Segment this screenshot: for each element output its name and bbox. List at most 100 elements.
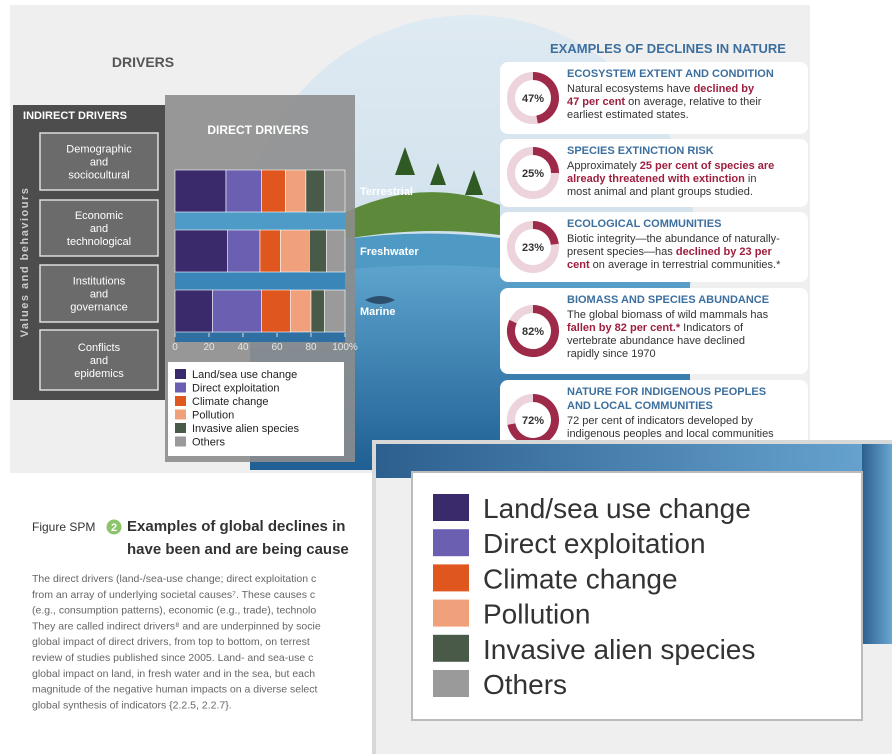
decline-emphasis: declined by [694,83,755,95]
river-band [175,212,345,230]
decline-text-part: present species—has [567,246,676,258]
legend-label: Invasive alien species [192,423,300,435]
indirect-driver-label: sociocultural [68,170,129,182]
caption-body: review of studies published since 2005. … [32,652,313,664]
zoom-legend-swatch [433,494,469,521]
legend-label: Direct exploitation [192,383,279,395]
caption-title: have been and are being cause [127,541,349,558]
decline-title: AND LOCAL COMMUNITIES [567,400,713,412]
caption-label: Figure SPM [32,520,95,534]
caption-body: (e.g., consumption patterns), economic (… [32,605,316,617]
decline-text: rapidly since 1970 [567,348,656,360]
category-label: Terrestrial [360,186,413,198]
donut-label: 47% [522,93,544,105]
caption-body: They are called indirect drivers⁸ and ar… [32,620,321,632]
bar-segment [311,290,325,332]
decline-emphasis: 47 per cent [567,96,625,108]
bar-segment [306,170,325,212]
decline-text: earliest estimated states. [567,109,689,121]
bar-segment [226,170,262,212]
decline-text-part: indigenous peoples and local communities [567,428,774,440]
indirect-driver-label: Conflicts [78,342,121,354]
indirect-driver-label: and [90,157,108,169]
legend-swatch [175,410,186,420]
decline-text: already threatened with extinction in [567,173,757,185]
decline-text-part: in [745,173,757,185]
decline-text-part: Biotic integrity—the abundance of natura… [567,233,780,245]
zoom-legend-swatch [433,670,469,697]
zoom-legend-label: Others [483,669,567,700]
bar-segment [309,230,326,272]
river-band [175,272,345,290]
indirect-driver-label: and [90,223,108,235]
donut-label: 23% [522,242,544,254]
legend-label: Pollution [192,410,234,422]
screenshot: DRIVERS INDIRECT DRIVERS Values and beha… [0,0,892,754]
decline-text-part: rapidly since 1970 [567,348,656,360]
zoom-legend-label: Climate change [483,563,678,594]
bar-segment [262,170,286,212]
caption-body: The direct drivers (land-/sea-use change… [32,573,316,585]
zoom-legend-swatch [433,529,469,556]
legend-swatch [175,437,186,447]
donut-label: 25% [522,168,544,180]
x-tick-label: 40 [237,342,249,353]
caption-body: global synthesis of indicators {2.2.5, 2… [32,699,232,711]
decline-text-part: vertebrate abundance have declined [567,335,745,347]
decline-text-part: Natural ecosystems have [567,83,694,95]
decline-text: Approximately 25 per cent of species are [567,160,774,172]
side-label: Values and behaviours [19,187,31,338]
indirect-driver-label: technological [67,236,131,248]
legend-label: Others [192,437,226,449]
decline-text: 72 per cent of indicators developed by [567,415,753,427]
decline-text: 47 per cent on average, relative to thei… [567,96,762,108]
decline-text: Natural ecosystems have declined by [567,83,755,95]
caption-body: from an array of underlying societal cau… [32,589,315,601]
drivers-title: DRIVERS [112,54,174,70]
bar-segment [212,290,261,332]
x-tick-label: 0 [172,342,178,353]
decline-title: NATURE FOR INDIGENOUS PEOPLES [567,386,766,398]
decline-text: vertebrate abundance have declined [567,335,745,347]
zoom-legend-swatch [433,564,469,591]
bar-segment [291,290,311,332]
bar-segment [175,170,226,212]
donut-label: 82% [522,326,544,338]
indirect-driver-label: and [90,355,108,367]
decline-text-part: 72 per cent of indicators developed by [567,415,753,427]
indirect-driver-label: governance [70,302,128,314]
zoom-legend-label: Land/sea use change [483,493,751,524]
bar-segment [325,170,345,212]
x-tick-label: 60 [271,342,283,353]
decline-text-part: earliest estimated states. [567,109,689,121]
legend-swatch [175,369,186,379]
bar-segment [175,230,228,272]
decline-title: BIOMASS AND SPECIES ABUNDANCE [567,294,769,306]
legend-swatch [175,396,186,406]
decline-text: The global biomass of wild mammals has [567,309,769,321]
decline-text-part: on average, relative to their [625,96,762,108]
decline-emphasis: fallen by 82 per cent.* [567,322,681,334]
category-label: Freshwater [360,246,419,258]
decline-text-part: Indicators of [680,322,744,334]
bar-segment [286,170,306,212]
indirect-driver-label: Institutions [73,276,126,288]
bar-segment [326,230,345,272]
decline-emphasis: cent [567,259,590,271]
zoom-legend-label: Direct exploitation [483,528,706,559]
decline-text: Biotic integrity—the abundance of natura… [567,233,780,245]
legend-swatch [175,423,186,433]
decline-title: ECOSYSTEM EXTENT AND CONDITION [567,68,774,80]
indirect-drivers-title: INDIRECT DRIVERS [23,110,127,122]
x-tick-label: 100% [332,342,358,353]
decline-emphasis: already threatened with extinction [567,173,745,185]
decline-text: cent on average in terrestrial communiti… [567,259,781,271]
indirect-driver-label: Demographic [66,144,132,156]
bar-segment [175,290,212,332]
decline-text: indigenous peoples and local communities [567,428,774,440]
indirect-driver-label: epidemics [74,368,124,380]
direct-drivers-title: DIRECT DRIVERS [207,123,308,137]
category-label: Marine [360,306,395,318]
decline-title: ECOLOGICAL COMMUNITIES [567,218,721,230]
caption-number: 2 [111,522,117,534]
